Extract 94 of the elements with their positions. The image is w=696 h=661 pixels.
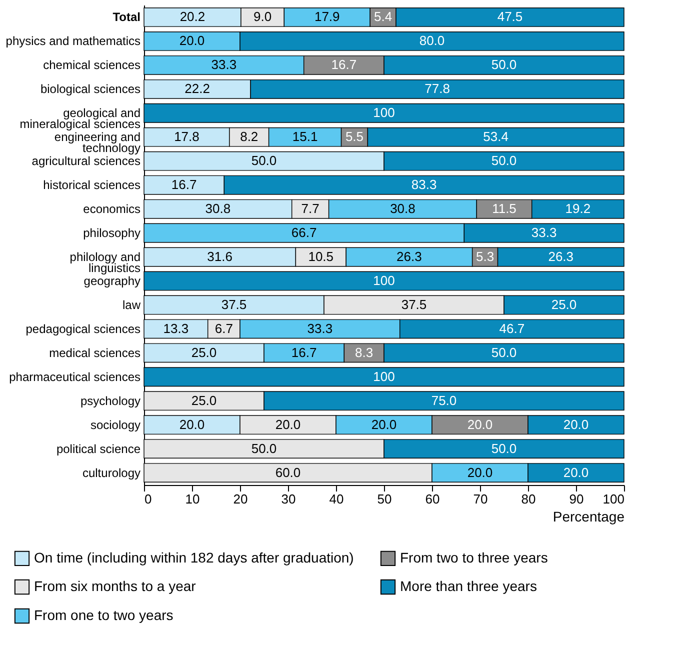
data-label: 20.0 (467, 464, 493, 480)
data-label: 20.0 (563, 416, 589, 432)
data-label: 17.8 (174, 129, 200, 144)
data-label: 16.7 (331, 57, 357, 72)
data-label: 20.0 (179, 33, 205, 48)
y-tick-label: chemical sciences (43, 58, 140, 72)
data-label: 7.7 (301, 201, 320, 216)
data-label: 5.5 (345, 129, 364, 144)
data-label: 50.0 (491, 153, 517, 168)
data-label: 9.0 (254, 9, 272, 24)
data-label: 30.8 (205, 201, 231, 216)
y-tick-label: philosophy (83, 226, 140, 240)
data-label: 13.3 (163, 320, 189, 336)
data-label: 10.5 (308, 248, 334, 264)
data-label: 20.0 (563, 464, 589, 480)
data-label: 50.0 (251, 153, 277, 168)
data-label: 100 (373, 105, 395, 120)
data-label: 66.7 (291, 225, 317, 240)
x-tick-label: 60 (425, 492, 440, 506)
y-tick-label: law (122, 298, 141, 312)
y-tick-label: engineering and technology (54, 130, 140, 156)
data-label: 33.3 (531, 225, 557, 240)
data-label: 25.0 (551, 296, 577, 312)
data-label: 50.0 (251, 440, 277, 456)
data-label: 16.7 (291, 344, 317, 360)
data-label: 31.6 (207, 248, 232, 264)
data-label: 30.8 (390, 201, 416, 216)
data-label: 20.2 (180, 9, 206, 24)
legend-label: On time (including within 182 days after graduation) (34, 549, 354, 566)
data-label: 20.0 (467, 416, 493, 432)
data-label: 50.0 (491, 57, 517, 72)
data-label: 20.0 (179, 416, 205, 432)
x-tick-label: 50 (377, 492, 392, 506)
data-label: 8.2 (240, 129, 258, 144)
data-label: 16.7 (171, 177, 197, 192)
data-label: 5.4 (374, 9, 392, 24)
x-tick-label: 100 (602, 492, 624, 506)
data-label: 77.8 (424, 81, 450, 96)
data-label: 33.3 (211, 57, 237, 72)
data-label: 26.3 (548, 248, 574, 264)
legend-label: From six months to a year (34, 578, 196, 594)
y-tick-label: political science (56, 442, 141, 456)
data-label: 47.5 (497, 9, 523, 24)
y-tick-label: Total (112, 10, 140, 24)
x-tick-label: 90 (569, 492, 584, 506)
data-label: 37.5 (221, 296, 247, 312)
y-tick-label: pedagogical sciences (26, 322, 140, 336)
data-label: 46.7 (499, 320, 525, 336)
data-label: 26.3 (396, 248, 422, 264)
y-tick-label: psychology (80, 394, 140, 408)
data-label: 83.3 (411, 177, 437, 192)
data-label: 25.0 (191, 344, 217, 360)
x-tick-label: 70 (473, 492, 488, 506)
data-label: 100 (373, 368, 395, 384)
x-tick-label: 30 (281, 492, 296, 506)
legend-label: More than three years (400, 578, 537, 594)
x-tick-label: 0 (144, 492, 152, 506)
data-label: 100 (373, 272, 395, 288)
data-label: 50.0 (491, 344, 517, 360)
y-tick-label: medical sciences (49, 346, 140, 360)
data-label: 60.0 (275, 464, 301, 480)
x-tick-label: 40 (329, 492, 344, 506)
x-axis-title: Percentage (552, 508, 625, 524)
data-label: 5.3 (476, 248, 494, 264)
data-label: 11.5 (492, 201, 516, 216)
y-tick-label: biological sciences (40, 82, 140, 96)
y-tick-label: economics (83, 202, 140, 216)
data-label: 15.1 (292, 129, 318, 144)
data-label: 25.0 (191, 392, 217, 408)
data-label: 17.9 (314, 9, 340, 24)
data-label: 37.5 (401, 296, 427, 312)
data-label: 8.3 (355, 344, 374, 360)
data-label: 33.3 (307, 320, 333, 336)
y-tick-label: culturology (82, 466, 140, 480)
y-tick-label: physics and mathematics (6, 34, 140, 48)
data-label: 22.2 (184, 81, 210, 96)
x-tick-label: 10 (185, 492, 200, 506)
data-label: 20.0 (371, 416, 397, 432)
y-tick-label: geography (84, 274, 140, 288)
y-tick-label: historical sciences (43, 178, 140, 192)
data-label: 20.0 (275, 416, 301, 432)
y-tick-label: agricultural sciences (32, 154, 140, 168)
x-tick-label: 20 (233, 492, 248, 506)
y-tick-label: pharmaceutical sciences (9, 370, 140, 384)
legend-label: From one to two years (34, 607, 174, 623)
data-label: 75.0 (431, 392, 457, 408)
data-label: 53.4 (483, 129, 508, 144)
data-label: 50.0 (491, 440, 517, 456)
y-tick-label: sociology (90, 418, 140, 432)
legend-label: From two to three years (400, 549, 548, 566)
data-label: 6.7 (214, 320, 233, 336)
x-tick-label: 80 (521, 492, 536, 506)
data-label: 19.2 (565, 201, 591, 216)
data-label: 80.0 (419, 33, 445, 48)
